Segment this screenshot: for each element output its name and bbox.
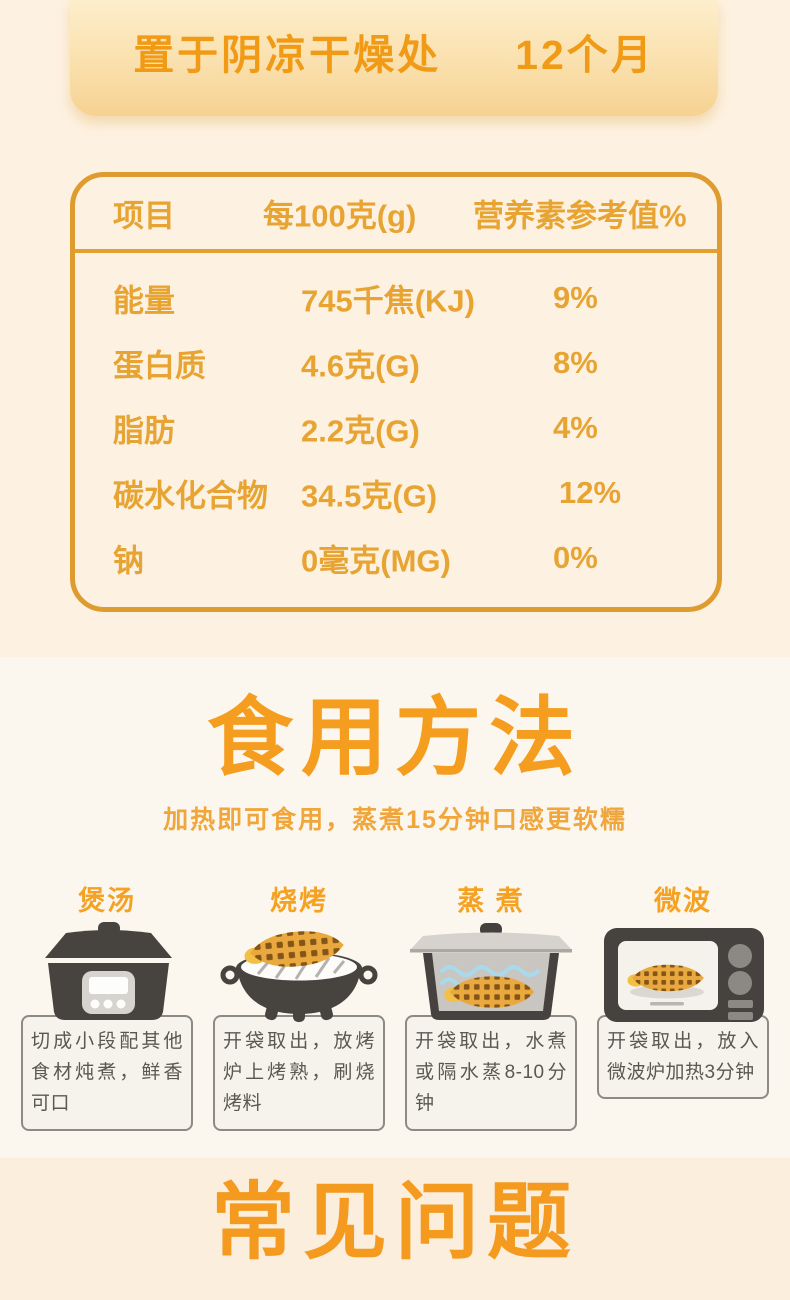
method-title: 烧烤 xyxy=(270,885,328,916)
method-description: 开袋取出，放烤炉上烤熟，刷烧烤料 xyxy=(223,1030,375,1115)
row-value: 745千焦(KJ) xyxy=(301,283,475,318)
usage-methods-section: 食用方法 加热即可食用，蒸煮15分钟口感更软糯 煲汤 切成小段配其他食材炖煮，鲜… xyxy=(0,657,790,1158)
row-nrv: 9% xyxy=(553,279,598,315)
usage-section-title: 食用方法 xyxy=(207,690,583,786)
shelf-life-text: 12个月 xyxy=(515,32,655,78)
nutrition-table-body: 能量 745千焦(KJ) 9% 蛋白质 4.6克(G) 8% 脂肪 2.2克(G… xyxy=(75,253,717,590)
method-description-box: 切成小段配其他食材炖煮，鲜香可口 xyxy=(21,1014,193,1131)
nutrition-facts-table: 项目 每100克(g) 营养素参考值% 能量 745千焦(KJ) 9% 蛋白质 … xyxy=(70,172,722,612)
table-row-carbohydrate: 碳水化合物 34.5克(G) 12% xyxy=(75,460,717,525)
header-per-100g: 每100克(g) xyxy=(263,198,417,234)
storage-location-text: 置于阴凉干燥处 xyxy=(133,32,442,78)
method-card-soup: 煲汤 切成小段配其他食材炖煮，鲜香可口 xyxy=(18,882,196,1131)
method-description-box: 开袋取出，放烤炉上烤熟，刷烧烤料 xyxy=(213,1014,385,1131)
row-value: 4.6克(G) xyxy=(301,348,420,383)
method-title: 微波 xyxy=(654,885,712,916)
faq-section: 常见问题 xyxy=(0,1158,790,1300)
method-title: 蒸 煮 xyxy=(457,885,525,916)
method-card-bbq: 烧烤 xyxy=(210,882,388,1131)
header-item: 项目 xyxy=(113,198,175,234)
header-nrv: 营养素参考值% xyxy=(473,198,687,234)
table-row-fat: 脂肪 2.2克(G) 4% xyxy=(75,395,717,460)
faq-section-title: 常见问题 xyxy=(210,1175,579,1269)
storage-instruction-card: 置于阴凉干燥处 12个月 xyxy=(70,0,718,116)
steam-pot-icon xyxy=(402,920,580,1022)
row-label: 蛋白质 xyxy=(113,348,206,383)
row-label: 能量 xyxy=(113,283,175,318)
method-description-box: 开袋取出，放入微波炉加热3分钟 xyxy=(597,1014,769,1100)
row-nrv: 8% xyxy=(553,344,598,380)
grill-icon xyxy=(210,920,388,1022)
table-row-sodium: 钠 0毫克(MG) 0% xyxy=(75,525,717,590)
method-title: 煲汤 xyxy=(78,885,136,916)
method-description: 切成小段配其他食材炖煮，鲜香可口 xyxy=(31,1030,183,1115)
row-nrv: 4% xyxy=(553,409,598,445)
method-description-box: 开袋取出，水煮或隔水蒸8-10分钟 xyxy=(405,1014,577,1131)
method-card-microwave: 微波 开袋取出，放入微波炉加热3分钟 xyxy=(594,882,772,1131)
table-row-protein: 蛋白质 4.6克(G) 8% xyxy=(75,330,717,395)
method-card-steam: 蒸 煮 开袋取出，水煮或隔水蒸8-10分钟 xyxy=(402,882,580,1131)
method-description: 开袋取出，放入微波炉加热3分钟 xyxy=(607,1030,759,1083)
row-nrv: 12% xyxy=(559,474,622,510)
slow-cooker-icon xyxy=(18,920,196,1022)
cooking-methods-row: 煲汤 切成小段配其他食材炖煮，鲜香可口 烧烤 xyxy=(0,882,790,1131)
row-value: 0毫克(MG) xyxy=(301,543,451,578)
row-label: 碳水化合物 xyxy=(113,478,268,513)
row-nrv: 0% xyxy=(553,539,598,575)
usage-section-subtitle: 加热即可食用，蒸煮15分钟口感更软糯 xyxy=(163,805,627,834)
nutrition-table-header: 项目 每100克(g) 营养素参考值% xyxy=(75,177,717,253)
storage-nutrition-section: 置于阴凉干燥处 12个月 项目 每100克(g) 营养素参考值% 能量 745千… xyxy=(70,0,722,612)
row-label: 钠 xyxy=(113,543,144,578)
row-value: 2.2克(G) xyxy=(301,413,420,448)
row-label: 脂肪 xyxy=(113,413,175,448)
table-row-energy: 能量 745千焦(KJ) 9% xyxy=(75,265,717,330)
row-value: 34.5克(G) xyxy=(301,478,438,513)
method-description: 开袋取出，水煮或隔水蒸8-10分钟 xyxy=(415,1030,567,1115)
microwave-icon xyxy=(594,920,772,1022)
